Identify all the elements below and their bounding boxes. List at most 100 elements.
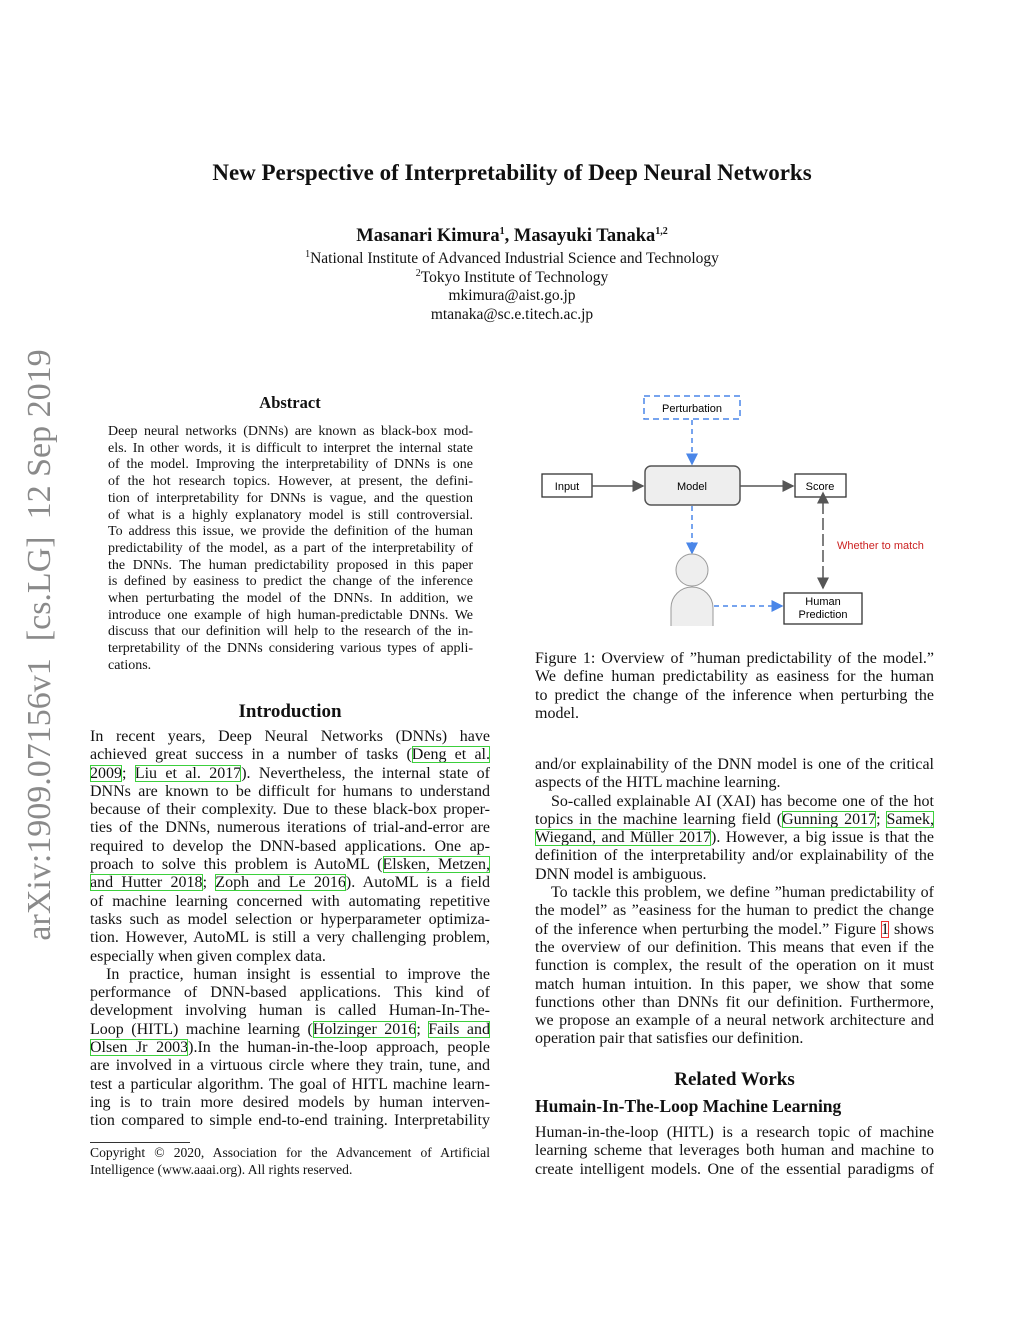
text-segment: Loop (HITL) machine learning (	[90, 1020, 313, 1038]
citation-link[interactable]: Deng et al.	[411, 746, 491, 764]
text-line: aspects of the HITL machine learning.	[535, 774, 934, 792]
text-line: create intelligent models. One of the es…	[535, 1161, 934, 1179]
text-line: required to develop the DNN-based applic…	[90, 838, 490, 856]
perturbation-label: Perturbation	[662, 403, 722, 415]
text-segment: function is complex, the result of the o…	[535, 957, 934, 975]
text-segment: the model” as ”easiness for the human to…	[535, 902, 934, 920]
affil-sup: 1	[305, 249, 311, 260]
author-2-affil: 1,2	[655, 226, 668, 237]
related-body: Human-in-the-loop (HITL) is a research t…	[535, 1124, 934, 1179]
text-segment: tasks such as model selection or hyperpa…	[90, 910, 490, 928]
related-works-heading: Related Works	[674, 1069, 795, 1090]
footnote-line: Intelligence (www.aaai.org). All rights …	[90, 1162, 353, 1177]
introduction-body: In recent years, Deep Neural Networks (D…	[90, 728, 491, 1131]
text-segment: definition of the interpretability and/o…	[535, 847, 934, 865]
author-1: Masanari Kimura	[356, 226, 500, 247]
citation-link[interactable]: Gunning 2017	[782, 810, 877, 828]
text-line: match human intuition. In this paper, we…	[535, 976, 934, 994]
text-segment: to predict the change of the inference w…	[535, 686, 934, 704]
text-segment: To address this issue, we provide the de…	[108, 524, 473, 540]
text-segment: predictability of the model, as a part o…	[108, 540, 473, 556]
text-segment: of the inference when perturbing the mod…	[535, 920, 881, 938]
citation-link[interactable]: Zoph and Le 2016	[215, 874, 346, 892]
citation-link[interactable]: and Hutter 2018	[90, 874, 203, 892]
text-segment: of the model. Improving the interpretabi…	[108, 457, 473, 473]
text-segment: of machine learning concerned with autom…	[90, 892, 490, 910]
score-label: Score	[806, 481, 835, 493]
text-line: operation pair that satisfies our defini…	[535, 1030, 934, 1048]
text-line: els. In other words, it is difficult to …	[108, 441, 473, 458]
text-line: achieved great success in a number of ta…	[90, 746, 491, 764]
authors: Masanari Kimura1, Masayuki Tanaka1,2	[0, 226, 1024, 247]
footnote-rule	[90, 1142, 190, 1143]
text-line: to predict the change of the inference w…	[535, 687, 934, 705]
text-line: we propose an example of a neural networ…	[535, 1012, 934, 1030]
text-line: tasks such as model selection or hyperpa…	[90, 911, 490, 929]
text-line: function is complex, the result of the o…	[535, 957, 934, 975]
text-line: ing is to train more desired models by h…	[90, 1094, 490, 1112]
text-segment: when perturbating the model of the DNNs.…	[108, 591, 473, 607]
text-segment: To tackle this problem, we define ”human…	[551, 884, 934, 902]
text-segment: learning scheme that leverages both huma…	[535, 1142, 934, 1160]
citation-link[interactable]: Fails and	[428, 1020, 490, 1038]
text-segment: ). However, a big issue is that the	[711, 829, 934, 847]
human-head-icon	[675, 553, 709, 587]
text-segment: ties of the DNNs, numerous iterations of…	[90, 819, 490, 837]
text-line: development involving human is called Hu…	[90, 1002, 490, 1020]
citation-link[interactable]: Wiegand, and Müller 2017	[535, 829, 711, 847]
text-line: of machine learning concerned with autom…	[90, 893, 490, 911]
citation-link[interactable]: 2009	[90, 764, 122, 782]
text-segment: ). AutoML is a field	[345, 874, 490, 892]
citation-link[interactable]: Elsken, Metzen,	[382, 856, 490, 874]
text-segment: In practice, human insight is essential …	[106, 965, 490, 983]
human-prediction-box	[783, 592, 863, 625]
citation-link[interactable]: Holzinger 2016	[312, 1020, 417, 1038]
text-line: In recent years, Deep Neural Networks (D…	[90, 728, 490, 746]
text-line: cations.	[108, 658, 473, 675]
text-line: and Hutter 2018; Zoph and Le 2016). Auto…	[90, 874, 490, 892]
text-segment: the DNNs. The human predictability propo…	[108, 557, 473, 573]
text-line: is defined by easiness to predict the ch…	[108, 574, 473, 591]
text-segment: tion. However, AutoML is still a very ch…	[90, 929, 490, 947]
text-segment: Deep neural networks (DNNs) are known as…	[108, 424, 473, 439]
text-line: of the inference when perturbing the mod…	[535, 920, 934, 939]
text-segment: discuss that our definition will help to…	[108, 624, 473, 640]
figure-1-diagram: Perturbation Input Model Score Whether t…	[541, 395, 924, 626]
text-segment: DNNs are known to be difficult for human…	[90, 782, 490, 800]
footnote-line: Copyright © 2020, Association for the Ad…	[90, 1145, 490, 1160]
text-line: and/or explainability of the DNN model i…	[535, 756, 934, 774]
text-line: Olsen Jr 2003).In the human-in-the-loop …	[90, 1039, 490, 1057]
text-line: especially when given complex data.	[90, 948, 490, 966]
text-line: functions other than DNNs fit our defini…	[535, 994, 934, 1012]
affiliation-1: 1National Institute of Advanced Industri…	[0, 249, 1024, 268]
text-line: performance of DNN-based applications. T…	[90, 984, 490, 1002]
human-prediction-label: Prediction	[799, 609, 848, 621]
input-label: Input	[555, 481, 579, 493]
email-1: mkimura@aist.go.jp	[448, 287, 576, 304]
text-segment: tion compared to simple end-to-end train…	[90, 1112, 490, 1130]
abstract-heading: Abstract	[259, 393, 321, 412]
text-line: learning scheme that leverages both huma…	[535, 1142, 934, 1160]
text-line: Human-in-the-loop (HITL) is a research t…	[535, 1124, 934, 1142]
text-line: when perturbating the model of the DNNs.…	[108, 591, 473, 608]
text-segment: topics in the machine learning field (	[535, 810, 783, 828]
text-line: of what is a highly explanatory model is…	[108, 508, 473, 525]
figure-ref-link[interactable]: 1	[881, 920, 889, 938]
text-line: definition of the interpretability and/o…	[535, 847, 934, 865]
text-line: DNN model is ambiguous.	[535, 866, 934, 884]
citation-link[interactable]: Liu et al. 2017	[134, 764, 242, 782]
text-segment: ing is to train more desired models by h…	[90, 1093, 490, 1111]
affil-text: National Institute of Advanced Industria…	[310, 250, 719, 268]
text-segment: proach to solve this problem is AutoML (	[90, 856, 383, 874]
text-segment: tion of interpretability for DNNs is vag…	[108, 490, 473, 506]
text-line: test a particular algorithm. The goal of…	[90, 1076, 490, 1094]
email-2: mtanaka@sc.e.titech.ac.jp	[430, 306, 594, 323]
model-label: Model	[677, 481, 707, 493]
text-line: Wiegand, and Müller 2017). However, a bi…	[535, 829, 934, 847]
copyright-footnote: Copyright © 2020, Association for the Ad…	[90, 1144, 490, 1178]
text-line: the DNNs. The human predictability propo…	[108, 558, 473, 575]
text-line: terpretability of the DNNs considering v…	[108, 641, 473, 658]
text-segment: cations.	[108, 657, 152, 673]
citation-link[interactable]: Samek,	[886, 810, 935, 828]
citation-link[interactable]: Olsen Jr 2003	[90, 1039, 189, 1057]
